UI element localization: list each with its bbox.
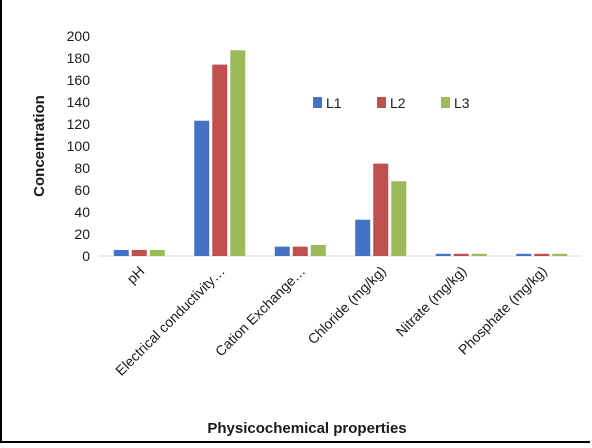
bar-l2-0 bbox=[131, 249, 147, 256]
y-tick-label: 20 bbox=[74, 226, 90, 242]
bar-l1-5 bbox=[516, 253, 532, 256]
bar-l1-0 bbox=[113, 249, 129, 256]
bar-l2-4 bbox=[453, 253, 469, 256]
legend-label-l1: L1 bbox=[326, 95, 342, 111]
legend: L1 L2 L3 bbox=[313, 95, 470, 111]
x-axis-title: Physicochemical properties bbox=[207, 420, 406, 437]
y-tick-label: 180 bbox=[67, 50, 91, 66]
legend-label-l2: L2 bbox=[390, 95, 406, 111]
x-category-label: Nitrate (mg/kg) bbox=[393, 263, 470, 340]
bar-l1-4 bbox=[435, 253, 451, 256]
legend-swatch-l3 bbox=[441, 97, 450, 108]
y-tick-label: 60 bbox=[74, 182, 90, 198]
x-category-label: pH bbox=[123, 263, 147, 287]
bar-l3-0 bbox=[149, 249, 165, 256]
y-tick-label: 100 bbox=[67, 138, 91, 154]
bar-l2-5 bbox=[534, 253, 550, 256]
bar-l3-5 bbox=[552, 253, 568, 256]
y-tick-label: 200 bbox=[67, 28, 91, 44]
bar-series bbox=[113, 50, 568, 256]
y-axis-ticks: 0 20 40 60 80 100 120 140 160 180 200 bbox=[67, 28, 91, 264]
bar-l2-2 bbox=[292, 246, 308, 256]
x-category-label: Phosphate (mg/kg) bbox=[455, 263, 550, 358]
bar-l3-1 bbox=[230, 50, 246, 256]
legend-swatch-l2 bbox=[377, 97, 386, 108]
y-tick-label: 80 bbox=[74, 160, 90, 176]
y-tick-label: 160 bbox=[67, 72, 91, 88]
y-tick-label: 0 bbox=[82, 248, 90, 264]
y-tick-label: 40 bbox=[74, 204, 90, 220]
bar-l3-4 bbox=[471, 253, 487, 256]
bar-l3-2 bbox=[310, 245, 326, 256]
bar-l1-1 bbox=[194, 120, 210, 256]
bar-l1-3 bbox=[355, 219, 371, 256]
y-tick-label: 120 bbox=[67, 116, 91, 132]
bar-l1-2 bbox=[274, 246, 290, 256]
bar-l2-3 bbox=[373, 163, 389, 256]
x-category-label: Chloride (mg/kg) bbox=[304, 263, 388, 347]
bar-l3-3 bbox=[391, 181, 407, 256]
y-tick-label: 140 bbox=[67, 94, 91, 110]
y-axis-title: Concentration bbox=[31, 95, 48, 197]
bar-l2-1 bbox=[212, 64, 228, 256]
legend-swatch-l1 bbox=[313, 97, 322, 108]
legend-label-l3: L3 bbox=[454, 95, 470, 111]
x-category-label: Cation Exchange… bbox=[212, 263, 309, 360]
